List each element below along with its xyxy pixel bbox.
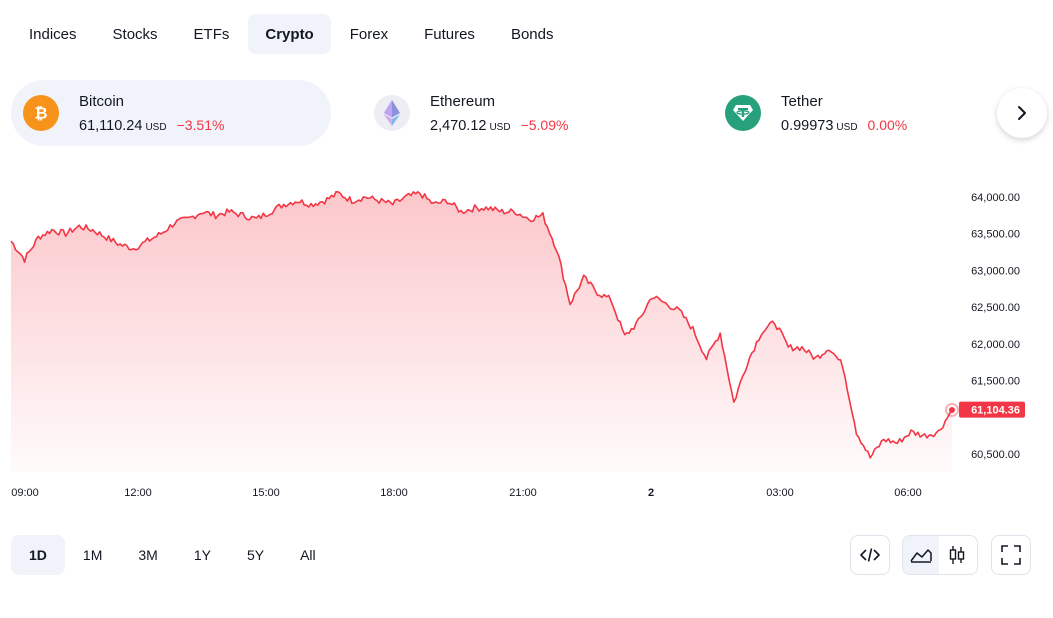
range-1d[interactable]: 1D [11, 535, 65, 575]
range-selector: 1D 1M 3M 1Y 5Y All [11, 535, 334, 575]
svg-text:₿: ₿ [34, 105, 47, 123]
area-style-button[interactable] [903, 536, 939, 574]
fullscreen-icon [1001, 545, 1021, 565]
y-tick-label: 62,500.00 [971, 302, 1020, 314]
x-tick-label: 15:00 [252, 487, 280, 499]
ticker-name: Ethereum [430, 92, 496, 110]
price-area-fill [11, 191, 952, 472]
last-value-label: 61,104.36 [971, 405, 1020, 417]
ticker-price: 61,110.24 [79, 117, 143, 134]
y-tick-label: 64,000.00 [971, 192, 1020, 204]
tab-crypto[interactable]: Crypto [248, 14, 331, 54]
range-5y[interactable]: 5Y [246, 547, 265, 563]
range-1y[interactable]: 1Y [193, 547, 211, 563]
ticker-price: 2,470.12 [430, 117, 487, 134]
tab-futures[interactable]: Futures [424, 25, 475, 43]
range-1m[interactable]: 1M [82, 547, 103, 563]
y-tick-label: 62,000.00 [971, 339, 1020, 351]
next-tickers-button[interactable] [997, 88, 1047, 138]
ticker-card-bitcoin[interactable]: ₿ Bitcoin 61,110.24 USD −3.51% [11, 80, 331, 146]
ticker-card-tether[interactable]: Tether 0.99973 USD 0.00% [713, 80, 1033, 146]
y-tick-label: 60,500.00 [971, 449, 1020, 461]
ticker-name: Bitcoin [79, 92, 125, 110]
tab-indices[interactable]: Indices [29, 25, 77, 43]
x-tick-label: 18:00 [380, 487, 408, 499]
fullscreen-button[interactable] [991, 535, 1031, 575]
last-price-marker [945, 402, 959, 417]
x-tick-label: 2 [648, 487, 654, 499]
tab-etfs[interactable]: ETFs [193, 25, 230, 43]
x-tick-label: 12:00 [124, 487, 152, 499]
tab-forex[interactable]: Forex [349, 25, 389, 43]
area-chart-icon [910, 549, 932, 563]
candlestick-icon [949, 546, 965, 564]
ticker-card-ethereum[interactable]: Ethereum 2,470.12 USD −5.09% [362, 80, 682, 146]
price-line [10, 190, 953, 459]
ticker-name: Tether [781, 92, 823, 110]
x-tick-label: 21:00 [509, 487, 537, 499]
y-tick-label: 63,500.00 [971, 229, 1020, 241]
code-icon [860, 548, 880, 562]
last-value-badge [959, 401, 1025, 418]
x-tick-label: 03:00 [766, 487, 794, 499]
ticker-change: −3.51% [176, 116, 225, 133]
x-tick-label: 09:00 [11, 487, 39, 499]
chart-style-toggle [902, 535, 978, 575]
last-price-dot [949, 406, 955, 413]
range-all[interactable]: All [300, 547, 316, 563]
x-tick-label: 06:00 [894, 487, 922, 499]
ethereum-icon [374, 95, 410, 131]
ticker-currency: USD [145, 121, 167, 133]
y-tick-label: 61,500.00 [971, 376, 1020, 388]
chevron-right-icon [1018, 106, 1026, 120]
ticker-change: −5.09% [520, 116, 569, 133]
tab-stocks[interactable]: Stocks [112, 25, 158, 43]
candle-style-button[interactable] [939, 536, 975, 574]
tether-icon [725, 95, 761, 131]
bitcoin-icon: ₿ [23, 95, 59, 131]
tab-bonds[interactable]: Bonds [510, 25, 554, 43]
price-chart[interactable]: 64,000.00 63,500.00 63,000.00 62,500.00 62,0… [0, 180, 1053, 510]
ticker-currency: USD [836, 121, 858, 133]
ticker-price: 0.99973 [781, 117, 834, 134]
y-tick-label: 63,000.00 [971, 265, 1020, 277]
embed-button[interactable] [850, 535, 890, 575]
range-3m[interactable]: 3M [138, 547, 158, 563]
market-tabs: Indices Stocks ETFs Crypto Forex Futures… [12, 14, 570, 54]
ticker-change: 0.00% [867, 116, 908, 133]
ticker-currency: USD [489, 121, 511, 133]
